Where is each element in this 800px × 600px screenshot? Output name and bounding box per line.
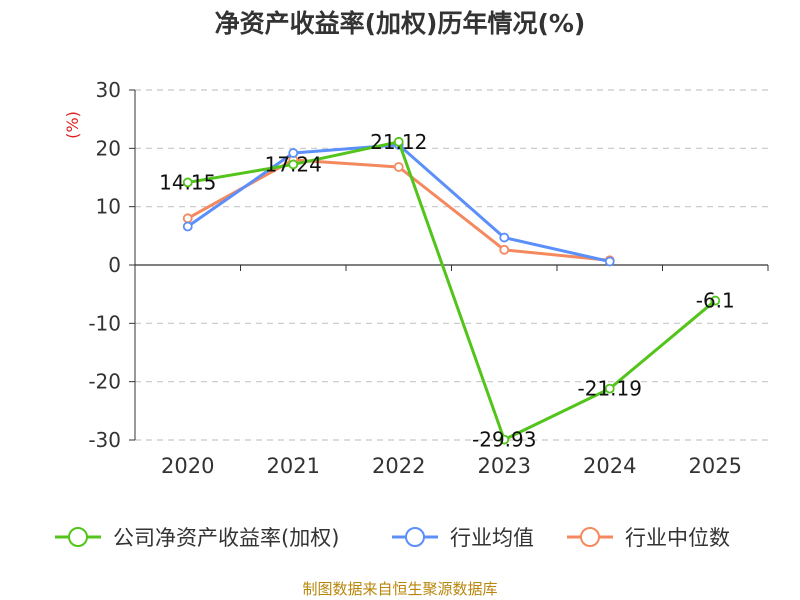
y-tick-label: -30 [88,428,121,452]
data-point [499,434,510,445]
y-tick-label: -10 [88,311,121,335]
data-point [499,244,510,255]
y-tick-label: 20 [96,136,121,160]
data-point [288,148,299,158]
data-point [393,136,404,147]
chart-title: 净资产收益率(加权)历年情况(%) [214,9,586,38]
data-point [393,162,404,172]
legend-label: 行业中位数 [625,526,730,550]
data-label: -29.93 [472,428,536,452]
y-tick-label: 30 [96,78,121,102]
legend-label: 行业均值 [450,526,534,550]
x-tick-label: 2022 [372,454,425,478]
legend-item: 行业均值 [392,526,534,550]
x-tick-label: 2020 [161,454,214,478]
legend-marker [580,527,600,547]
legend-marker [68,527,88,547]
x-tick-label: 2024 [583,454,636,478]
data-point [604,383,615,394]
series-line [187,140,717,442]
data-point [710,295,721,306]
y-axis-label: (%) [63,111,82,139]
legend-label: 公司净资产收益率(加权) [113,526,339,550]
x-tick-label: 2023 [478,454,531,478]
legend: 公司净资产收益率(加权) 行业均值 行业中位数 [55,526,730,550]
data-label: 17.24 [265,152,322,176]
data-labels: 14.15 17.24 21.12 -29.93 -21.19 -6.1 [159,130,735,452]
source-note: 制图数据来自恒生聚源数据库 [302,580,498,598]
y-tick-label: -20 [88,370,121,394]
data-point [604,256,615,267]
x-tick-label: 2021 [267,454,320,478]
legend-item: 行业中位数 [567,526,730,550]
data-point [288,159,299,170]
y-tick-label: 10 [96,195,121,219]
series-line [187,158,610,262]
series-lines [182,136,721,445]
axes: 30 20 10 0 -10 -20 -30 2020 2021 2022 2023 2024 2025… [63,78,769,478]
data-label: 14.15 [159,170,216,194]
data-label: 21.12 [370,130,427,154]
data-label: -6.1 [696,289,735,313]
data-point [182,177,193,188]
legend-item: 公司净资产收益率(加权) [55,526,339,550]
data-point [499,232,510,243]
data-point [182,213,193,224]
data-point [182,221,193,232]
y-tick-label: 0 [108,253,121,277]
data-label: -21.19 [578,377,642,401]
x-tick-label: 2025 [689,454,742,478]
legend-marker [405,527,425,547]
